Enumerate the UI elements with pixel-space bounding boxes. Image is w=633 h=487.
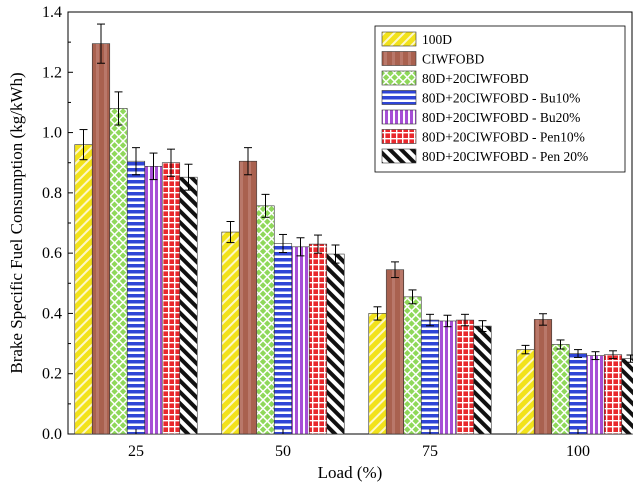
error-bar-2-0	[114, 91, 123, 126]
error-bar-5-0	[167, 148, 175, 177]
error-bar-0-0	[79, 129, 88, 161]
bar-3-3	[568, 353, 588, 435]
error-bar-4-1	[296, 237, 305, 257]
bar-2-1	[256, 205, 275, 435]
bar-1-2	[385, 269, 405, 435]
bar-2-2	[403, 296, 422, 435]
error-bar-6-3	[626, 354, 633, 363]
error-bar-0-2	[373, 306, 382, 321]
error-bars-group	[79, 23, 633, 363]
bar-5-3	[603, 354, 623, 435]
y-tick-label-3: 0.6	[42, 245, 62, 262]
legend-swatch-3	[381, 90, 417, 105]
error-bar-6-0	[184, 163, 193, 191]
error-bar-4-3	[591, 351, 600, 361]
bar-6-3	[621, 358, 633, 435]
legend: 100D CIWFOBD 80D+20CIWFOBD 80D+20CIWFOBD - …	[374, 25, 626, 173]
bar-4-1	[291, 246, 310, 435]
x-axis: 25 50 75 100	[128, 429, 590, 460]
error-bar-5-1	[314, 234, 322, 254]
legend-label-6: 80D+20CIWFOBD - Pen 20%	[422, 149, 588, 164]
bar-1-3	[533, 319, 553, 435]
y-tick-label-0: 0.0	[42, 426, 62, 443]
error-bar-1-2	[391, 261, 399, 279]
x-tick-label-0: 25	[128, 443, 144, 460]
x-tick-label-3: 100	[566, 443, 590, 460]
legend-swatch-2	[381, 70, 417, 86]
legend-swatch-4	[381, 109, 417, 125]
error-bar-3-0	[132, 147, 140, 176]
bar-4-0	[144, 166, 163, 435]
bar-3-1	[273, 243, 293, 435]
bar-0-1	[221, 231, 240, 435]
error-bar-4-0	[149, 152, 158, 181]
y-axis: 0.0 0.2 0.4 0.6 0.8 1.0 1.2 1.4	[42, 4, 73, 443]
bar-1-0	[91, 43, 111, 435]
bar-5-0	[161, 162, 181, 435]
error-bar-1-3	[539, 313, 547, 326]
legend-box	[374, 25, 626, 173]
y-tick-label-1: 0.2	[42, 366, 62, 383]
bar-2-3	[551, 344, 570, 435]
legend-label-0: 100D	[422, 32, 452, 47]
legend-swatch-1	[381, 51, 417, 66]
bar-0-0	[74, 144, 93, 435]
x-tick-label-2: 75	[422, 443, 438, 460]
y-tick-label-2: 0.4	[42, 305, 62, 322]
bar-2-0	[109, 108, 128, 435]
y-tick-label-7: 1.4	[42, 4, 62, 21]
error-bar-5-2	[461, 313, 469, 327]
bar-5-1	[308, 243, 328, 435]
error-bar-1-0	[97, 23, 105, 64]
error-bar-0-1	[226, 220, 235, 244]
error-bar-2-3	[556, 339, 565, 350]
bar-4-3	[586, 355, 605, 435]
bar-1-1	[238, 160, 258, 435]
legend-label-1: CIWFOBD	[422, 52, 485, 67]
bars-group	[74, 43, 633, 435]
bar-3-2	[420, 319, 440, 435]
error-bar-2-2	[408, 289, 417, 305]
bar-6-0	[179, 176, 198, 435]
legend-swatch-0	[381, 31, 417, 47]
legend-swatch-5	[381, 129, 417, 144]
y-tick-label-5: 1.0	[42, 125, 62, 142]
bar-0-3	[516, 349, 535, 435]
bar-4-2	[438, 320, 457, 435]
x-axis-title: Load (%)	[318, 463, 383, 482]
error-bar-3-1	[279, 233, 287, 254]
bar-6-2	[473, 325, 492, 435]
error-bar-6-1	[331, 244, 340, 264]
error-bar-0-3	[521, 344, 530, 355]
error-bar-3-2	[426, 313, 434, 327]
bar-0-2	[368, 313, 387, 435]
legend-label-2: 80D+20CIWFOBD	[422, 71, 529, 86]
bar-5-2	[455, 319, 475, 435]
x-tick-label-1: 50	[275, 443, 291, 460]
y-tick-label-4: 0.8	[42, 185, 62, 202]
error-bar-4-2	[443, 314, 452, 328]
legend-label-5: 80D+20CIWFOBD - Pen10%	[422, 130, 585, 145]
legend-swatch-6	[381, 148, 417, 164]
error-bar-5-3	[609, 350, 617, 360]
legend-label-4: 80D+20CIWFOBD - Bu20%	[422, 110, 580, 125]
bar-6-1	[326, 253, 345, 435]
legend-label-3: 80D+20CIWFOBD - Bu10%	[422, 91, 580, 106]
error-bar-6-2	[478, 320, 487, 333]
error-bar-1-1	[244, 147, 252, 176]
error-bar-3-3	[574, 349, 582, 358]
y-tick-label-6: 1.2	[42, 64, 62, 81]
bar-3-0	[126, 160, 146, 435]
y-axis-title: Brake Specific Fuel Consumption (kg/kWh)	[7, 72, 26, 373]
error-bar-2-1	[261, 193, 270, 218]
